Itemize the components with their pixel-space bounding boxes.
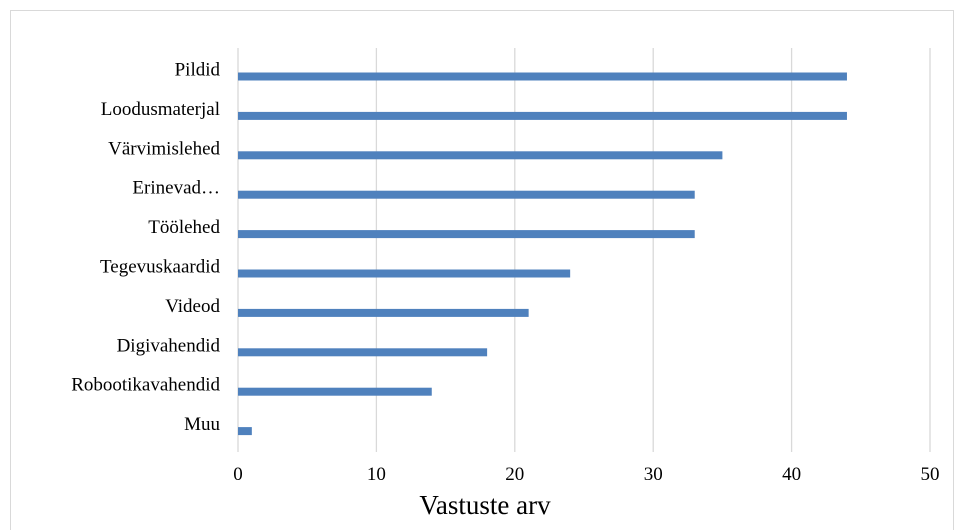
- bars: [238, 72, 847, 436]
- bar-5: [238, 269, 571, 278]
- bar-6: [238, 308, 529, 317]
- category-label: Tegevuskaardid: [100, 257, 221, 278]
- x-tick-label: 40: [782, 464, 801, 485]
- x-axis-title: Vastuste arv: [419, 490, 551, 519]
- x-tick-label: 0: [233, 464, 243, 485]
- x-tick-label: 30: [644, 464, 663, 485]
- bar-1: [238, 111, 847, 120]
- category-label: Digivahendid: [117, 335, 221, 356]
- x-tick-label: 10: [367, 464, 386, 485]
- chart-frame: [10, 10, 954, 530]
- x-tick-label: 50: [921, 464, 940, 485]
- bar-0: [238, 72, 847, 81]
- category-label: Videod: [165, 296, 220, 317]
- category-label: Töölehed: [148, 217, 220, 238]
- category-label: Erinevad…: [132, 178, 220, 199]
- bar-4: [238, 230, 695, 239]
- category-labels: Pildid Loodusmaterjal Värvimislehed Erineva…: [71, 60, 220, 436]
- bar-3: [238, 190, 695, 199]
- bar-chart: Pildid Loodusmaterjal Värvimislehed Erineva…: [71, 48, 940, 519]
- category-label: Loodusmaterjal: [101, 99, 220, 120]
- bar-2: [238, 151, 723, 160]
- bar-7: [238, 348, 488, 357]
- category-label: Muu: [184, 414, 220, 435]
- bar-9: [238, 427, 252, 436]
- category-label: Robootikavahendid: [71, 375, 220, 396]
- x-tick-label: 20: [505, 464, 524, 485]
- category-label: Pildid: [175, 60, 221, 81]
- category-label: Värvimislehed: [108, 138, 220, 159]
- x-tick-labels: 0 10 20 30 40 50: [233, 464, 939, 485]
- bar-8: [238, 387, 432, 396]
